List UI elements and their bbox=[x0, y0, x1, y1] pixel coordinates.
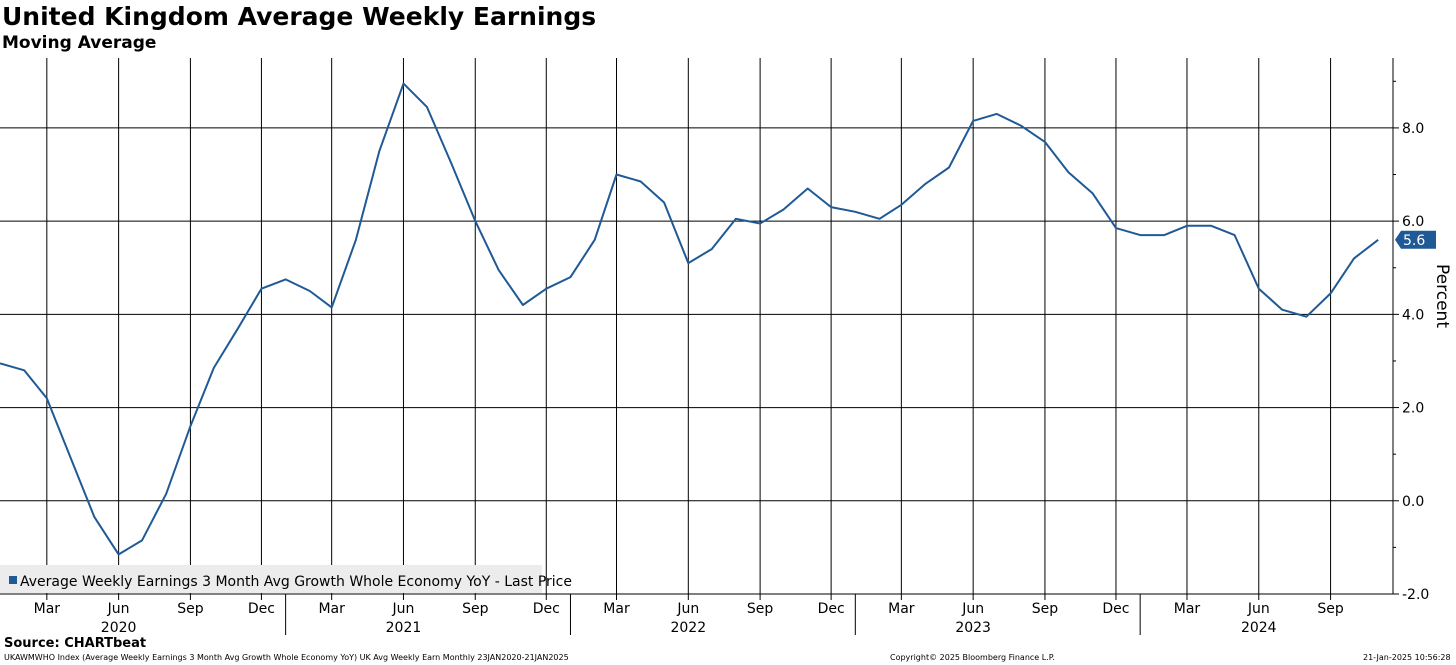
last-value-label: 5.6 bbox=[1403, 233, 1425, 249]
y-tick-label: 4.0 bbox=[1402, 307, 1424, 323]
page-subtitle: Moving Average bbox=[2, 33, 157, 53]
x-tick-label: Dec bbox=[1102, 601, 1129, 617]
y-tick-label: 2.0 bbox=[1402, 401, 1424, 417]
year-label: 2020 bbox=[101, 620, 137, 636]
x-tick-label: Jun bbox=[1247, 601, 1270, 617]
x-tick-label: Mar bbox=[888, 601, 915, 617]
x-tick-label: Dec bbox=[818, 601, 845, 617]
x-tick-label: Jun bbox=[961, 601, 984, 617]
legend-background bbox=[0, 565, 542, 593]
x-tick-label: Mar bbox=[603, 601, 630, 617]
year-label: 2022 bbox=[670, 620, 706, 636]
year-label: 2024 bbox=[1241, 620, 1277, 636]
legend-label: Average Weekly Earnings 3 Month Avg Grow… bbox=[20, 574, 572, 590]
legend-swatch bbox=[9, 576, 17, 584]
x-tick-label: Mar bbox=[1174, 601, 1201, 617]
axes: 8.0 6.0 4.0 2.0 0.0 -2.0 Mar Jun Sep Dec Mar Jun Sep… bbox=[0, 58, 1452, 636]
x-tick-label: Sep bbox=[747, 601, 774, 617]
x-tick-label: Sep bbox=[1032, 601, 1059, 617]
page-title: United Kingdom Average Weekly Earnings bbox=[2, 2, 597, 31]
x-tick-label: Sep bbox=[1317, 601, 1344, 617]
y-tick-label: 0.0 bbox=[1402, 494, 1424, 510]
legend: Average Weekly Earnings 3 Month Avg Grow… bbox=[0, 565, 572, 593]
ticker-line: UKAWMWHO Index (Average Weekly Earnings … bbox=[4, 653, 569, 662]
x-tick-label: Dec bbox=[248, 601, 275, 617]
x-tick-label: Mar bbox=[34, 601, 61, 617]
last-value-tag bbox=[1395, 230, 1436, 249]
year-label: 2023 bbox=[955, 620, 991, 636]
x-tick-label: Sep bbox=[462, 601, 489, 617]
timestamp: 21-Jan-2025 10:56:28 bbox=[1363, 653, 1451, 662]
y-tick-label: 8.0 bbox=[1402, 121, 1424, 137]
y-tick-label: -2.0 bbox=[1402, 587, 1429, 603]
series-marks: 5.6 bbox=[0, 82, 1436, 556]
x-tick-label: Jun bbox=[676, 601, 699, 617]
y-axis-label: Percent bbox=[1432, 264, 1452, 328]
grid-lines bbox=[0, 58, 1393, 594]
x-tick-label: Sep bbox=[177, 601, 204, 617]
source-note: Source: CHARTbeat bbox=[4, 636, 147, 651]
year-label: 2021 bbox=[386, 620, 422, 636]
x-tick-label: Mar bbox=[318, 601, 345, 617]
series-line bbox=[0, 82, 1379, 556]
x-tick-label: Jun bbox=[107, 601, 130, 617]
x-tick-label: Jun bbox=[392, 601, 415, 617]
y-tick-label: 6.0 bbox=[1402, 214, 1424, 230]
x-tick-label: Dec bbox=[533, 601, 560, 617]
copyright-note: Copyright© 2025 Bloomberg Finance L.P. bbox=[890, 653, 1055, 662]
